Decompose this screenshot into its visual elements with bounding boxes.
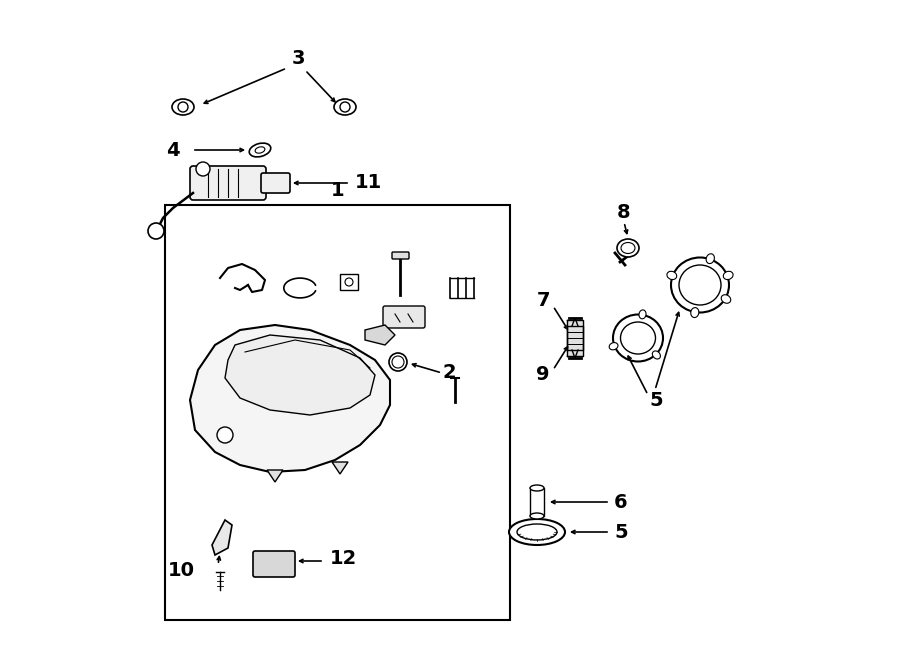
Circle shape [217, 427, 233, 443]
Polygon shape [267, 470, 283, 482]
Ellipse shape [517, 524, 557, 540]
Text: 4: 4 [166, 141, 180, 159]
FancyBboxPatch shape [253, 551, 295, 577]
Text: 2: 2 [442, 362, 455, 381]
Ellipse shape [639, 310, 646, 319]
Bar [340, 274, 358, 290]
Ellipse shape [389, 353, 407, 371]
Ellipse shape [667, 271, 677, 280]
Text: 5: 5 [649, 391, 662, 410]
Text: 1: 1 [330, 180, 345, 200]
Ellipse shape [255, 147, 265, 153]
Text: 7: 7 [536, 290, 550, 309]
Text: 5: 5 [614, 522, 627, 541]
Polygon shape [225, 335, 375, 415]
Circle shape [178, 102, 188, 112]
Text: 10: 10 [167, 561, 194, 580]
Ellipse shape [249, 143, 271, 157]
Ellipse shape [172, 99, 194, 115]
Text: 6: 6 [614, 492, 627, 512]
Polygon shape [212, 520, 232, 555]
FancyBboxPatch shape [383, 306, 425, 328]
Polygon shape [567, 326, 583, 356]
Ellipse shape [617, 239, 639, 257]
Ellipse shape [509, 519, 565, 545]
FancyBboxPatch shape [261, 173, 290, 193]
Polygon shape [567, 320, 583, 350]
Ellipse shape [706, 254, 715, 264]
Text: 3: 3 [292, 48, 305, 67]
Ellipse shape [679, 265, 721, 305]
Bar [165, 205, 510, 620]
Ellipse shape [691, 307, 698, 317]
Ellipse shape [609, 342, 618, 350]
Ellipse shape [530, 513, 544, 519]
Polygon shape [365, 325, 395, 345]
Ellipse shape [724, 271, 733, 280]
Ellipse shape [721, 295, 731, 303]
Ellipse shape [671, 258, 729, 313]
Circle shape [148, 223, 164, 239]
Bar [530, 488, 544, 516]
FancyBboxPatch shape [190, 166, 266, 200]
Ellipse shape [613, 315, 663, 362]
Ellipse shape [621, 243, 635, 254]
FancyBboxPatch shape [392, 252, 409, 259]
Circle shape [196, 162, 210, 176]
Text: 8: 8 [617, 202, 631, 221]
Circle shape [340, 102, 350, 112]
Ellipse shape [345, 278, 353, 286]
Circle shape [392, 356, 404, 368]
Ellipse shape [652, 351, 661, 359]
Polygon shape [190, 325, 390, 472]
Ellipse shape [620, 322, 655, 354]
Ellipse shape [530, 485, 544, 491]
Polygon shape [332, 462, 348, 474]
Text: 12: 12 [330, 549, 357, 568]
Ellipse shape [334, 99, 356, 115]
Text: 9: 9 [536, 366, 550, 385]
Text: 11: 11 [355, 173, 382, 192]
